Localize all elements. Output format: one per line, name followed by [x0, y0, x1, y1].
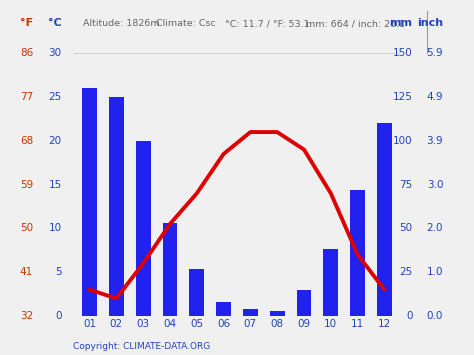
Text: 4.9: 4.9: [427, 92, 443, 102]
Bar: [243, 309, 258, 316]
Text: °C: 11.7 / °F: 53.1: °C: 11.7 / °F: 53.1: [225, 20, 310, 28]
Text: 25: 25: [48, 92, 62, 102]
Bar: [270, 311, 284, 316]
Text: 59: 59: [20, 180, 33, 190]
Text: mm: 664 / inch: 26.1: mm: 664 / inch: 26.1: [306, 20, 405, 28]
Bar: [377, 123, 392, 316]
Text: 0: 0: [55, 311, 62, 321]
Bar: [297, 290, 311, 316]
Text: 41: 41: [20, 267, 33, 277]
Text: 50: 50: [399, 223, 412, 233]
Bar: [109, 97, 124, 316]
Text: 30: 30: [48, 48, 62, 58]
Text: 77: 77: [20, 92, 33, 102]
Text: mm: mm: [389, 18, 412, 28]
Text: 32: 32: [20, 311, 33, 321]
Text: Altitude: 1826m: Altitude: 1826m: [83, 20, 160, 28]
Bar: [82, 88, 97, 316]
Text: 15: 15: [48, 180, 62, 190]
Text: 68: 68: [20, 136, 33, 146]
Text: 3.0: 3.0: [427, 180, 443, 190]
Text: 5.9: 5.9: [427, 48, 443, 58]
Text: Climate: Csc: Climate: Csc: [156, 20, 216, 28]
Bar: [190, 269, 204, 316]
Bar: [216, 302, 231, 316]
Text: °C: °C: [48, 18, 62, 28]
Text: Copyright: CLIMATE-DATA.ORG: Copyright: CLIMATE-DATA.ORG: [73, 343, 211, 351]
Text: 3.9: 3.9: [427, 136, 443, 146]
Text: 1.0: 1.0: [427, 267, 443, 277]
Text: 10: 10: [48, 223, 62, 233]
Text: 86: 86: [20, 48, 33, 58]
Bar: [323, 250, 338, 316]
Text: 0.0: 0.0: [427, 311, 443, 321]
Text: 20: 20: [48, 136, 62, 146]
Text: 5: 5: [55, 267, 62, 277]
Text: °F: °F: [20, 18, 33, 28]
Bar: [136, 141, 151, 316]
Text: inch: inch: [417, 18, 443, 28]
Text: 100: 100: [393, 136, 412, 146]
Text: 125: 125: [392, 92, 412, 102]
Text: 0: 0: [406, 311, 412, 321]
Bar: [350, 190, 365, 316]
Text: 75: 75: [399, 180, 412, 190]
Text: 2.0: 2.0: [427, 223, 443, 233]
Bar: [163, 223, 177, 316]
Text: 150: 150: [392, 48, 412, 58]
Text: 50: 50: [20, 223, 33, 233]
Text: 25: 25: [399, 267, 412, 277]
